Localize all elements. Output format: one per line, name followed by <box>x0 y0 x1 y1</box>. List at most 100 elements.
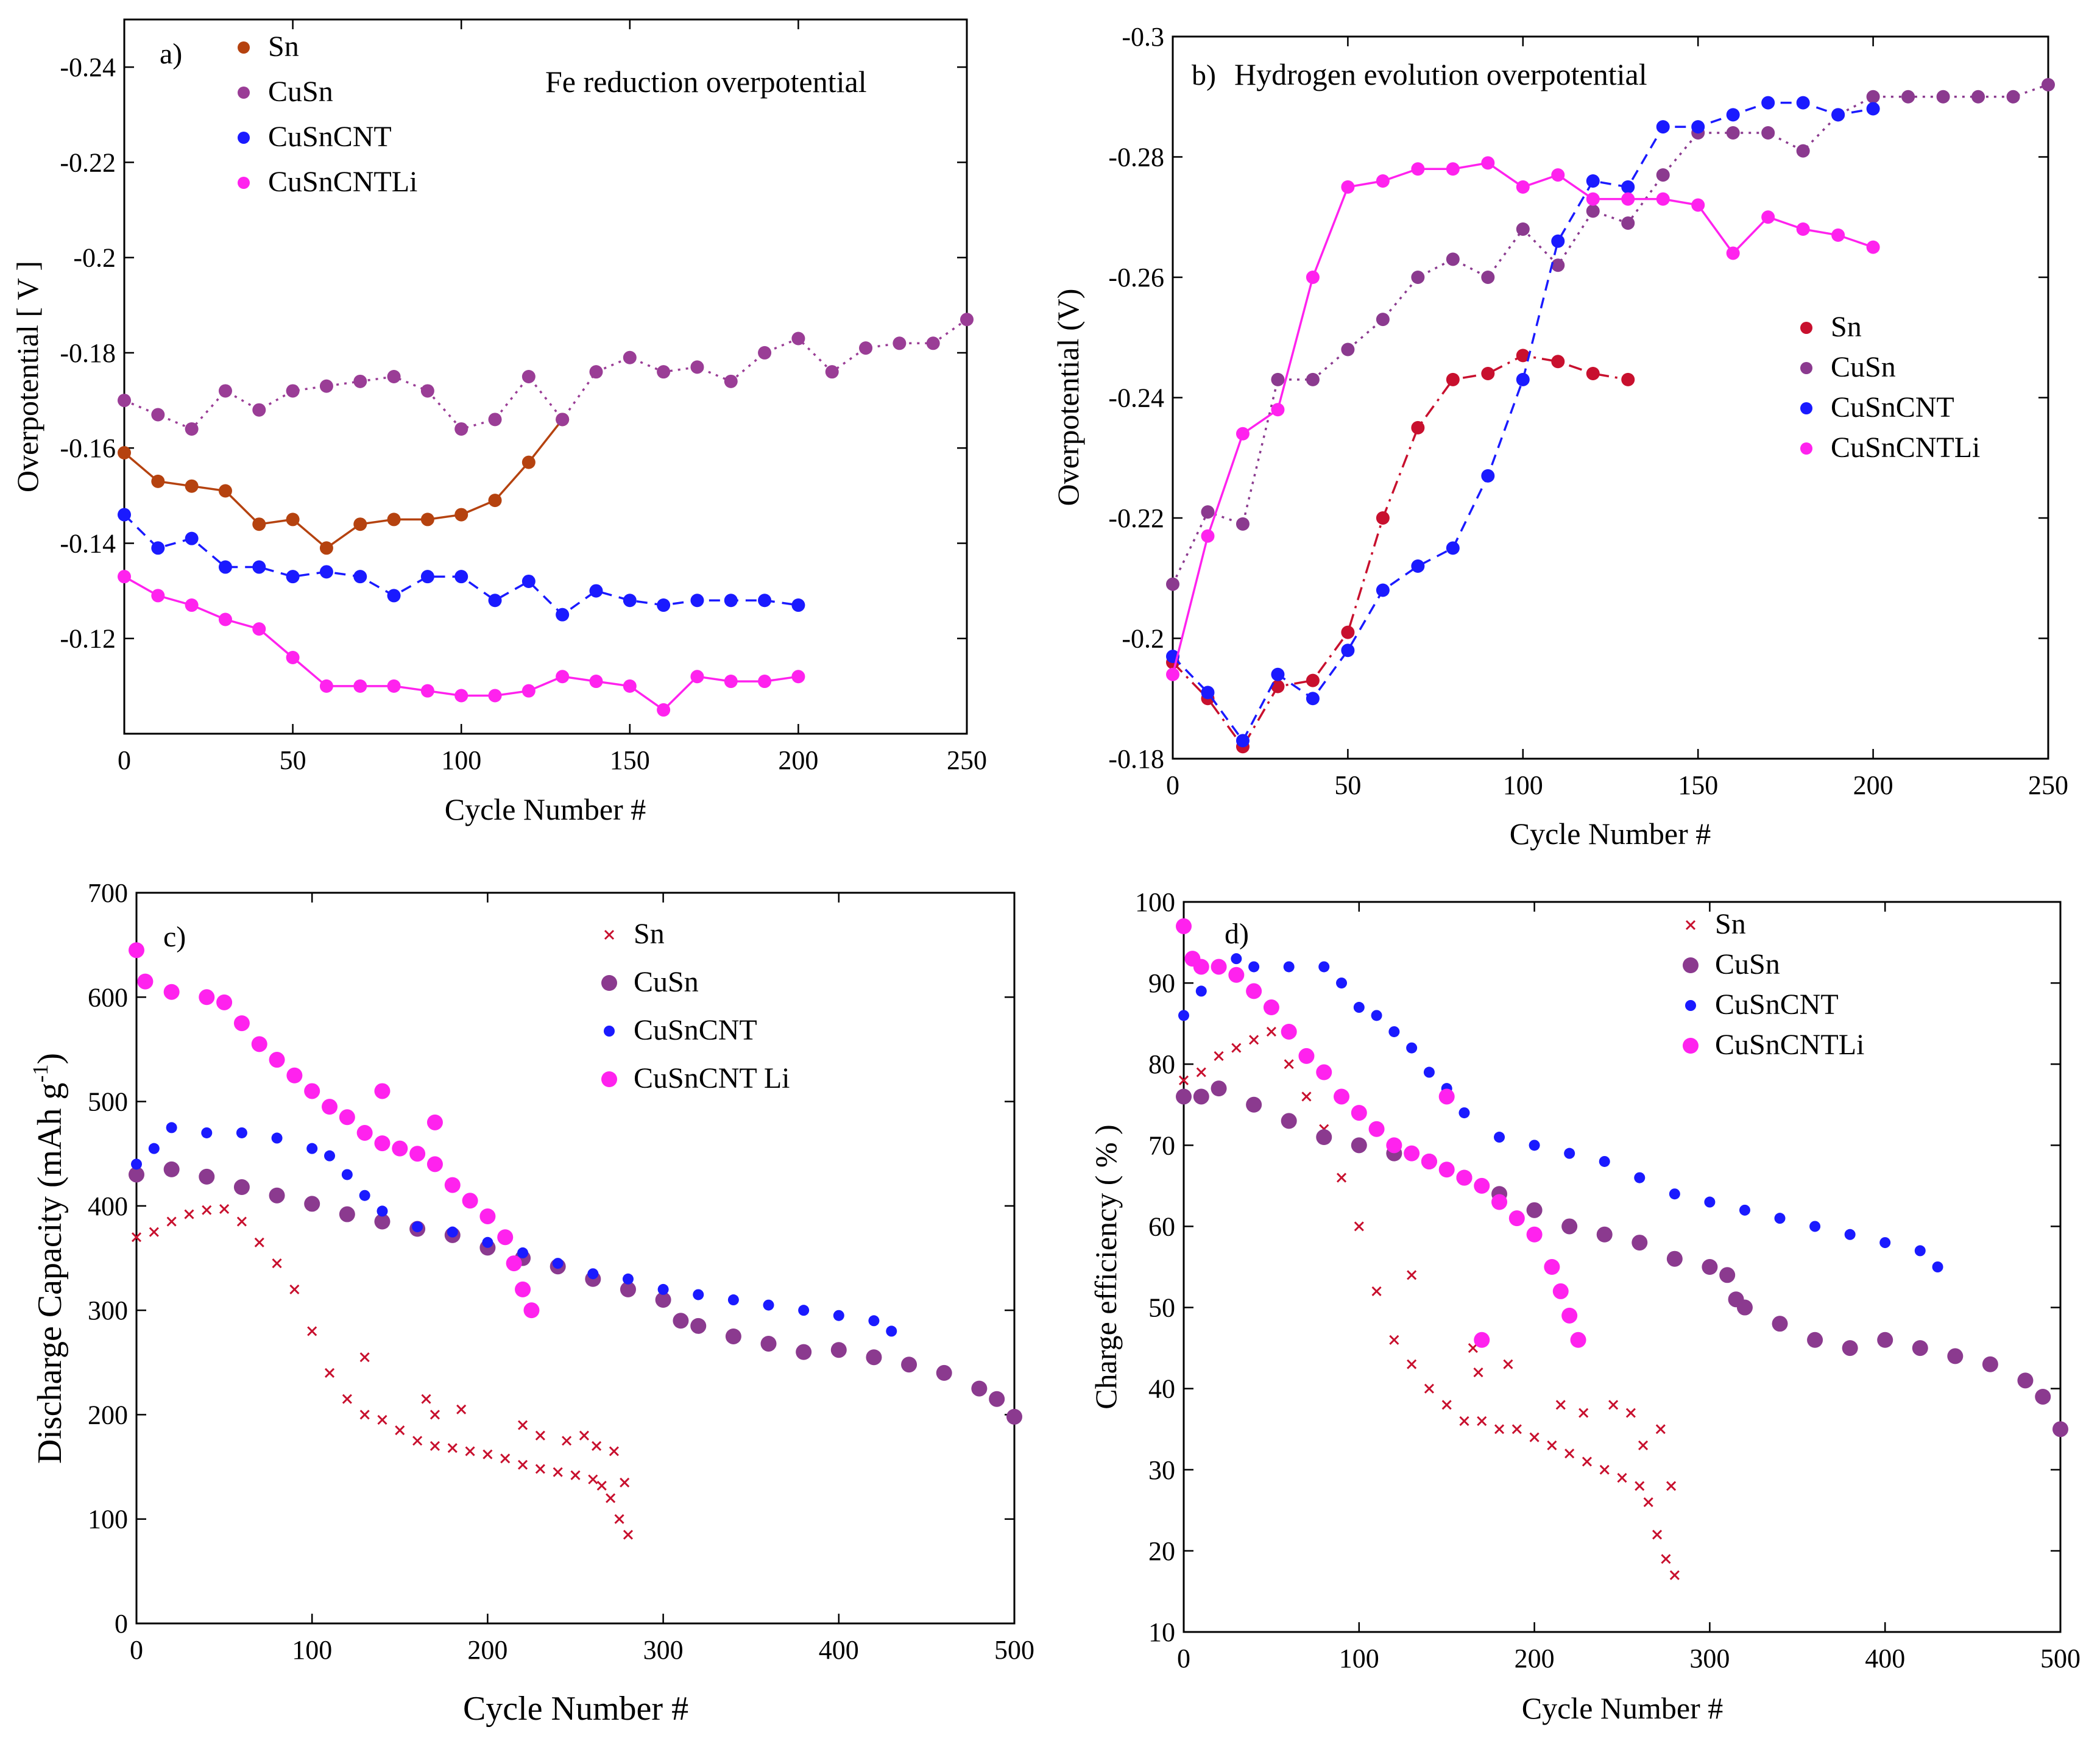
data-point <box>447 1226 458 1238</box>
data-point <box>1459 1416 1469 1426</box>
legend-label: Sn <box>1831 311 1862 343</box>
data-point <box>1411 162 1425 176</box>
legend-marker <box>238 87 250 99</box>
data-point <box>1621 180 1635 194</box>
data-point <box>1368 1121 1385 1137</box>
legend-label: CuSnCNT <box>634 1014 757 1046</box>
data-point <box>1661 1554 1671 1564</box>
data-point <box>623 594 637 608</box>
legend-item: Sn <box>1800 311 1862 343</box>
data-point <box>129 942 144 959</box>
data-point <box>166 1216 177 1227</box>
data-point <box>199 1168 215 1185</box>
data-point <box>1772 1316 1788 1332</box>
data-point <box>166 1122 177 1133</box>
data-point <box>1421 1153 1437 1169</box>
y-tick-label: 400 <box>88 1191 128 1221</box>
data-point <box>185 531 199 545</box>
data-point <box>430 1410 440 1420</box>
data-point <box>690 670 704 684</box>
panel-d-label: d) <box>1225 918 1249 950</box>
x-tick-label: 100 <box>1339 1644 1379 1673</box>
data-point <box>1201 529 1215 543</box>
series-cusncnt <box>131 1122 897 1337</box>
legend-marker <box>238 177 250 189</box>
data-point <box>202 1205 212 1215</box>
data-point <box>497 1229 514 1246</box>
data-point <box>163 984 180 1000</box>
data-point <box>151 589 165 603</box>
data-point <box>623 679 637 693</box>
data-point <box>1831 228 1845 242</box>
data-point <box>1228 967 1245 983</box>
data-point <box>620 1477 630 1488</box>
data-point <box>1481 271 1495 284</box>
data-point <box>1561 1218 1578 1235</box>
data-point <box>2006 90 2020 104</box>
data-point <box>1248 961 1260 973</box>
legend-label: CuSn <box>634 966 699 998</box>
data-point <box>690 594 704 608</box>
data-point <box>1947 1348 1964 1364</box>
data-point <box>886 1325 897 1337</box>
data-point <box>118 508 131 522</box>
legend-item: CuSnCNTLi <box>238 166 417 198</box>
data-point <box>989 1391 1005 1407</box>
data-point <box>589 675 603 689</box>
data-point <box>324 1150 336 1162</box>
data-point <box>926 336 940 350</box>
data-point <box>1446 541 1460 555</box>
y-tick-label: 100 <box>1135 887 1175 917</box>
legend-label: CuSnCNTLi <box>1831 431 1980 464</box>
data-point <box>1638 1440 1649 1450</box>
y-tick-label: 500 <box>88 1087 128 1117</box>
series-sn <box>118 413 570 555</box>
data-point <box>1809 1221 1821 1232</box>
data-point <box>1458 1107 1470 1119</box>
data-point <box>2035 1388 2051 1405</box>
data-point <box>517 1247 529 1258</box>
data-point <box>690 1318 707 1334</box>
data-point <box>971 1380 988 1397</box>
legend-marker <box>238 41 250 54</box>
data-point <box>426 1114 443 1130</box>
data-point <box>579 1430 589 1441</box>
x-tick-label: 200 <box>778 745 818 775</box>
data-point <box>1982 1356 1998 1372</box>
data-point <box>387 513 401 527</box>
data-point <box>1236 734 1250 748</box>
data-point <box>163 1161 180 1177</box>
data-point <box>798 1305 810 1316</box>
data-point <box>1669 1570 1680 1580</box>
y-tick-label: 50 <box>1148 1293 1175 1323</box>
data-point <box>1796 222 1810 236</box>
data-point <box>622 1273 634 1285</box>
data-point <box>444 1177 461 1193</box>
legend-label: CuSnCNTLi <box>1715 1029 1864 1061</box>
data-point <box>758 675 772 689</box>
data-point <box>307 1326 317 1336</box>
data-point <box>1246 1096 1262 1113</box>
data-point <box>1866 102 1880 116</box>
panel-c-legend: Sn CuSn CuSnCNT CuSnCNT Li <box>601 918 790 1094</box>
data-point <box>1407 1270 1417 1280</box>
y-tick-label: -0.22 <box>1108 503 1164 533</box>
panel-c-x-axis-label: Cycle Number # <box>463 1690 688 1728</box>
legend-item: CuSnCNT Li <box>601 1062 790 1094</box>
data-point <box>1936 90 1950 104</box>
legend-item: CuSnCNT <box>238 121 392 153</box>
y-tick-label: -0.2 <box>1122 624 1164 654</box>
data-point <box>254 1237 264 1247</box>
data-point <box>1201 686 1215 700</box>
legend-marker <box>1800 322 1812 334</box>
data-point <box>825 365 839 379</box>
data-point <box>387 370 401 383</box>
y-tick-label: 20 <box>1148 1536 1175 1566</box>
data-point <box>791 670 805 684</box>
y-tick-label: 100 <box>88 1505 128 1534</box>
data-point <box>454 570 468 584</box>
data-point <box>304 1196 320 1212</box>
data-point <box>1306 673 1320 687</box>
data-point <box>1334 1088 1350 1105</box>
